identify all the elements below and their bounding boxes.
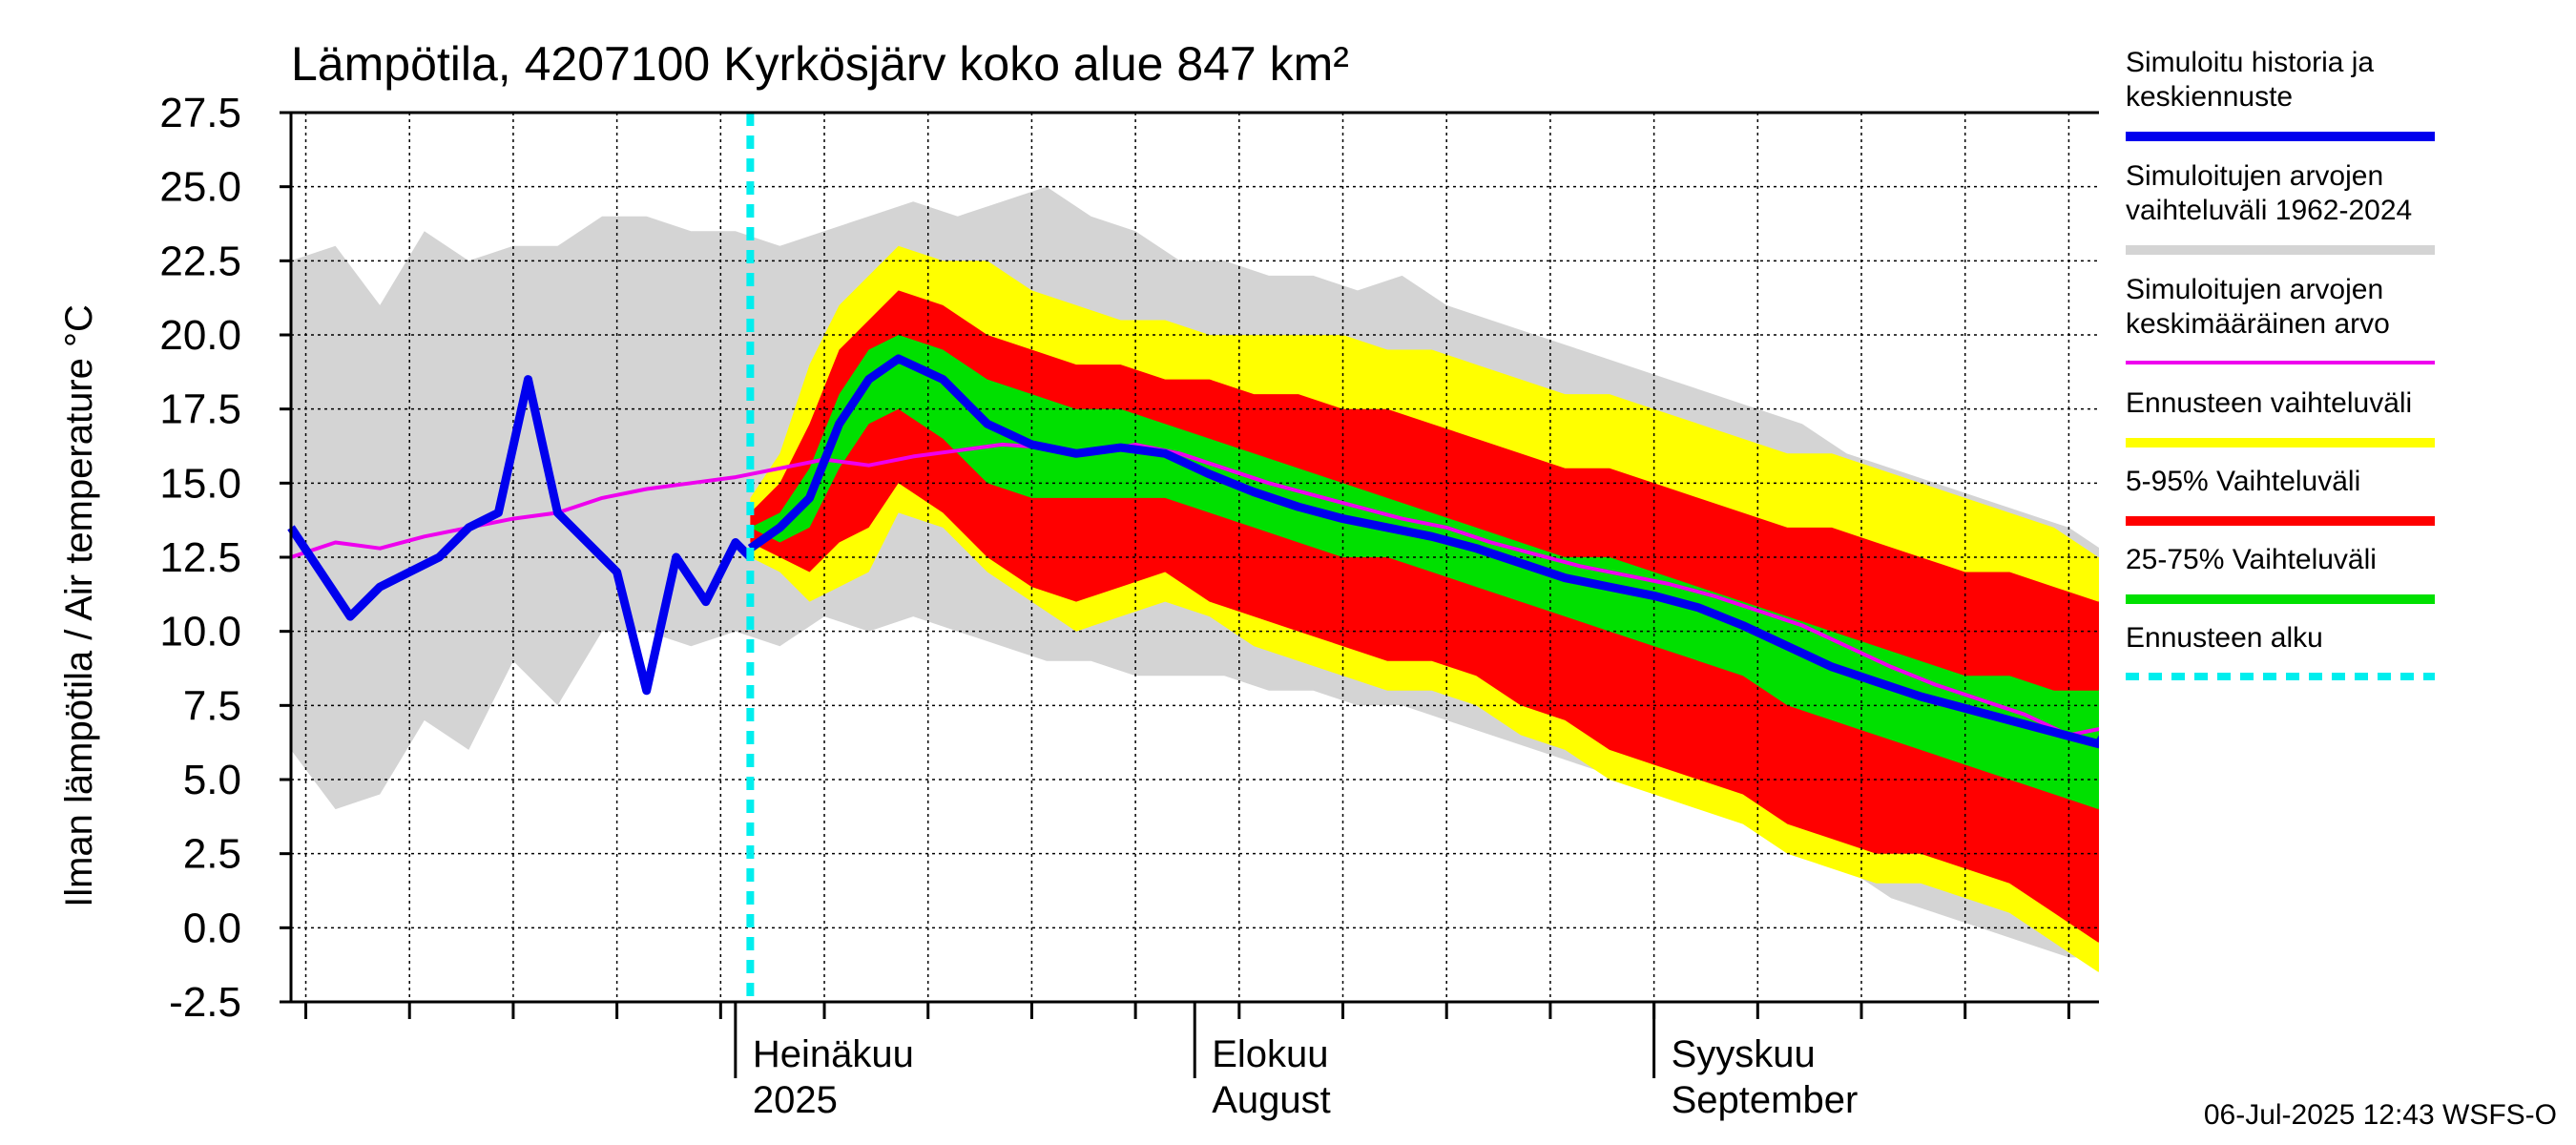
legend-label-hist-range: Simuloitujen arvojen vaihteluväli 1962-2…: [2126, 160, 2413, 226]
x-month-label: Syyskuu: [1672, 1033, 1816, 1075]
y-tick-label: 2.5: [183, 831, 241, 878]
legend-swatch-p5-95: [2126, 516, 2435, 526]
legend-label-forecast-start: Ennusteen alku: [2126, 622, 2323, 654]
y-axis-label: Ilman lämpötila / Air temperature °C: [58, 304, 100, 907]
legend-swatch-ens-range: [2126, 438, 2435, 448]
legend-item-p25-75: 25-75% Vaihteluväli: [2126, 543, 2545, 621]
legend-swatch-forecast-start: [2126, 673, 2435, 680]
legend-label-p5-95: 5-95% Vaihteluväli: [2126, 466, 2361, 497]
x-month-label: Heinäkuu: [753, 1033, 914, 1075]
y-tick-label: 15.0: [159, 460, 241, 507]
y-tick-label: 7.5: [183, 682, 241, 729]
x-month-sublabel: August: [1212, 1079, 1331, 1121]
y-tick-label: 10.0: [159, 609, 241, 656]
y-tick-label: 27.5: [159, 90, 241, 136]
chart-title: Lämpötila, 4207100 Kyrkösjärv koko alue …: [291, 37, 1349, 91]
footer-timestamp: 06-Jul-2025 12:43 WSFS-O: [2203, 1099, 2557, 1131]
legend-item-history: Simuloitu historia ja keskiennuste: [2126, 46, 2545, 159]
legend-swatch-p25-75: [2126, 594, 2435, 604]
legend-item-hist-range: Simuloitujen arvojen vaihteluväli 1962-2…: [2126, 159, 2545, 273]
legend-label-p25-75: 25-75% Vaihteluväli: [2126, 544, 2377, 575]
y-tick-label: 25.0: [159, 164, 241, 211]
y-tick-label: 12.5: [159, 534, 241, 581]
y-tick-label: 17.5: [159, 386, 241, 433]
legend-swatch-history: [2126, 132, 2435, 141]
legend-label-history: Simuloitu historia ja keskiennuste: [2126, 47, 2375, 113]
y-tick-label: 22.5: [159, 238, 241, 284]
legend-item-forecast-start: Ennusteen alku: [2126, 621, 2545, 699]
legend-swatch-hist-range: [2126, 245, 2435, 255]
legend-swatch-hist-mean: [2126, 361, 2435, 364]
legend-label-hist-mean: Simuloitujen arvojen keskimääräinen arvo: [2126, 274, 2390, 340]
forecast-median-line: [747, 354, 2099, 749]
legend-item-ens-range: Ennusteen vaihteluväli: [2126, 386, 2545, 465]
legend-item-hist-mean: Simuloitujen arvojen keskimääräinen arvo: [2126, 273, 2545, 386]
x-month-sublabel: 2025: [753, 1079, 838, 1121]
historical-mean-line: [290, 442, 2099, 738]
history-line: [287, 375, 754, 696]
y-tick-label: 5.0: [183, 757, 241, 803]
y-tick-label: -2.5: [169, 979, 241, 1026]
x-month-sublabel: September: [1672, 1079, 1859, 1121]
legend-label-ens-range: Ennusteen vaihteluväli: [2126, 387, 2413, 419]
legend: Simuloitu historia ja keskiennuste Simul…: [2126, 46, 2545, 699]
y-tick-label: 20.0: [159, 312, 241, 359]
x-month-label: Elokuu: [1212, 1033, 1328, 1075]
legend-item-p5-95: 5-95% Vaihteluväli: [2126, 465, 2545, 543]
temperature-chart: Lämpötila, 4207100 Kyrkösjärv koko alue …: [58, 37, 2099, 1121]
y-tick-label: 0.0: [183, 905, 241, 951]
